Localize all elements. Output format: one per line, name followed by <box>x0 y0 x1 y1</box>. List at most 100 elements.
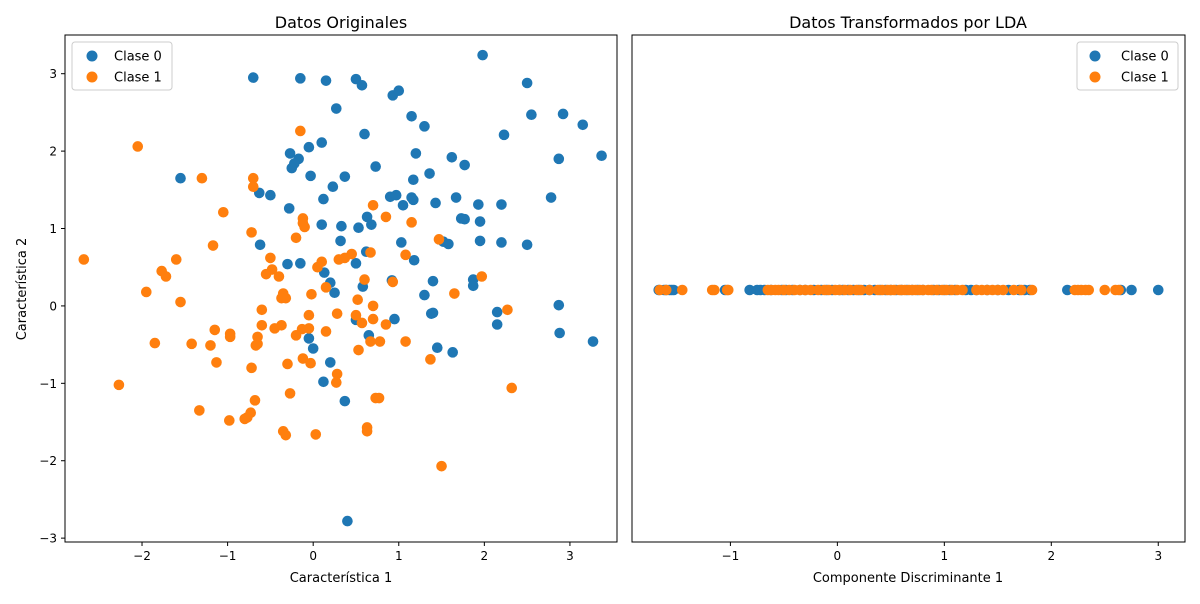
point-clase0 <box>545 192 557 203</box>
point-clase0 <box>330 103 342 114</box>
point-clase0 <box>447 347 458 358</box>
point-clase1 <box>113 379 125 391</box>
point-clase0 <box>286 162 298 174</box>
point-clase1 <box>282 358 293 370</box>
point-clase1 <box>160 271 172 282</box>
point-clase0 <box>370 161 381 172</box>
point-clase0 <box>307 343 319 354</box>
point-clase0 <box>419 121 430 132</box>
point-clase1 <box>333 254 345 265</box>
point-clase0 <box>350 258 362 269</box>
point-clase1 <box>356 317 368 329</box>
ylabel-original: Característica 2 <box>15 238 30 341</box>
point-clase1 <box>297 353 309 364</box>
point-clase1 <box>722 284 734 296</box>
point-clase1 <box>1016 284 1027 296</box>
point-clase1 <box>312 261 323 273</box>
point-clase0 <box>339 395 351 407</box>
point-clase1 <box>306 289 317 300</box>
point-clase0 <box>1126 284 1137 296</box>
point-clase0 <box>408 174 419 186</box>
x-tick-label: 2 <box>1047 549 1055 563</box>
point-clase1 <box>805 284 816 296</box>
point-clase1 <box>676 284 688 296</box>
legend-label-clase0-lda: Clase 0 <box>1121 50 1169 65</box>
point-clase1 <box>331 308 343 319</box>
point-clase1 <box>350 309 362 321</box>
point-clase1 <box>149 337 161 349</box>
legend-box-lda <box>1076 41 1179 91</box>
point-clase1 <box>365 247 376 258</box>
point-clase0 <box>431 342 443 354</box>
point-clase1 <box>997 284 1009 296</box>
point-clase1 <box>320 326 332 337</box>
point-clase0 <box>473 199 484 210</box>
point-clase1 <box>250 340 262 351</box>
point-clase0 <box>450 192 462 203</box>
point-clase0 <box>254 239 266 251</box>
point-clase1 <box>387 276 399 288</box>
point-clase1 <box>361 426 373 437</box>
point-clase1 <box>1099 284 1111 296</box>
point-clase0 <box>491 306 503 318</box>
legend-marker-clase0-lda <box>1089 50 1101 62</box>
point-clase0 <box>1062 284 1073 296</box>
point-clase0 <box>474 216 486 227</box>
point-clase0 <box>521 77 533 89</box>
point-clase1 <box>957 284 968 296</box>
point-clase1 <box>299 221 310 233</box>
points-lda <box>653 284 1164 296</box>
point-clase1 <box>400 336 411 347</box>
point-clase1 <box>449 288 460 299</box>
x-tick-label: −2 <box>133 549 151 563</box>
legend-original: Clase 0 Clase 1 <box>71 41 173 91</box>
point-clase1 <box>246 362 257 374</box>
subplot-lda: Datos Transformados por LDA Componente D… <box>631 13 1186 586</box>
point-clase1 <box>186 338 197 350</box>
point-clase0 <box>459 159 470 171</box>
point-clase0 <box>467 280 479 292</box>
x-tick-label: −1 <box>722 549 740 563</box>
point-clase0 <box>284 148 296 159</box>
y-tick-label: −3 <box>39 532 57 546</box>
x-tick-label: −1 <box>219 549 237 563</box>
x-tick-label: 0 <box>834 549 842 563</box>
y-tick-label: −1 <box>39 377 57 391</box>
x-tick-label: 3 <box>1154 549 1162 563</box>
point-clase0 <box>424 168 435 179</box>
point-clase1 <box>224 415 235 426</box>
point-clase0 <box>406 110 417 122</box>
point-clase0 <box>477 49 488 61</box>
point-clase0 <box>320 75 332 86</box>
point-clase0 <box>359 128 370 140</box>
point-clase1 <box>269 323 280 334</box>
point-clase1 <box>280 292 292 304</box>
point-clase1 <box>239 413 251 425</box>
point-clase0 <box>305 170 316 182</box>
point-clase1 <box>290 330 302 341</box>
point-clase1 <box>367 300 379 312</box>
point-clase1 <box>502 304 513 316</box>
point-clase0 <box>336 220 347 232</box>
y-tick-label: 3 <box>49 67 57 81</box>
point-clase0 <box>744 284 755 296</box>
x-tick-label: 3 <box>566 549 574 563</box>
point-clase0 <box>316 137 328 148</box>
point-clase0 <box>557 108 569 120</box>
point-clase1 <box>295 125 306 137</box>
point-clase1 <box>660 284 672 296</box>
point-clase1 <box>256 304 268 316</box>
point-clase1 <box>864 284 875 296</box>
point-clase1 <box>209 324 221 336</box>
point-clase1 <box>170 254 182 265</box>
point-clase1 <box>855 284 867 296</box>
point-clase0 <box>318 193 329 205</box>
point-clase0 <box>577 119 589 131</box>
point-clase0 <box>397 199 409 211</box>
point-clase1 <box>260 268 272 280</box>
point-clase0 <box>335 235 346 247</box>
point-clase0 <box>459 213 470 225</box>
point-clase1 <box>380 319 392 330</box>
point-clase1 <box>425 354 436 365</box>
